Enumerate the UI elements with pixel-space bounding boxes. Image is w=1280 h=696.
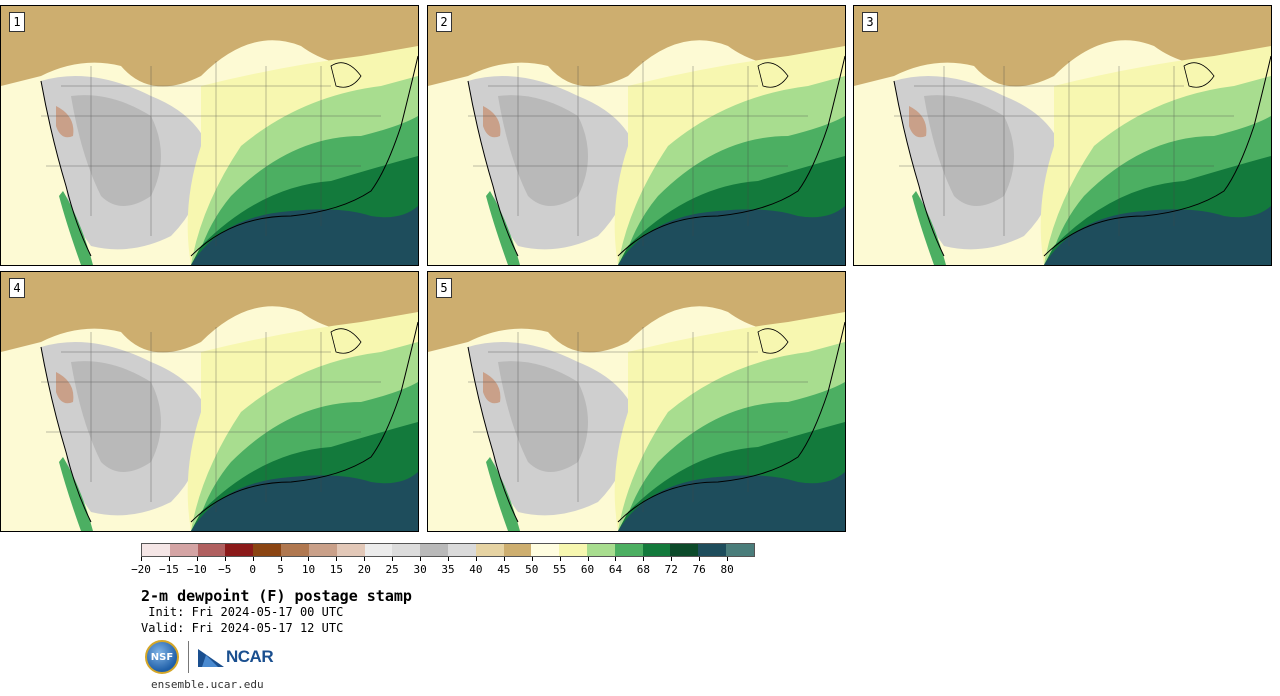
colorbar-tick-label: 25 — [385, 563, 399, 576]
colorbar-tick — [280, 557, 282, 561]
colorbar-tick-label: 55 — [553, 563, 567, 576]
colorbar-swatch — [308, 544, 337, 556]
colorbar-swatch — [670, 544, 699, 556]
panel-number: 1 — [9, 12, 25, 32]
colorbar-tick-label: 68 — [636, 563, 650, 576]
colorbar-tick — [448, 557, 449, 561]
valid-time: Valid: Fri 2024-05-17 12 UTC — [141, 621, 344, 635]
colorbar-swatch — [142, 544, 170, 556]
panel-number: 3 — [862, 12, 878, 32]
colorbar-tick — [308, 557, 310, 561]
colorbar-tick — [336, 557, 338, 561]
colorbar-swatch — [336, 544, 365, 556]
colorbar-tick-label: 35 — [441, 563, 455, 576]
colorbar-tick — [364, 557, 366, 561]
colorbar-swatch — [587, 544, 615, 556]
colorbar-tick — [503, 557, 505, 561]
map-panel-4: 4 — [0, 271, 419, 532]
map-panel-5: 5 — [427, 271, 846, 532]
colorbar-tick-label: 40 — [469, 563, 483, 576]
colorbar-swatch — [420, 544, 448, 556]
colorbar-tick-label: 60 — [580, 563, 595, 576]
colorbar-swatch — [698, 544, 727, 556]
colorbar-swatch — [253, 544, 282, 556]
colorbar-tick-label: 72 — [664, 563, 678, 576]
colorbar-tick-label: 64 — [608, 563, 623, 576]
colorbar-tick-label: 10 — [301, 563, 316, 576]
colorbar-tick — [671, 557, 673, 561]
colorbar-tick — [587, 557, 589, 561]
colorbar-swatch — [447, 544, 476, 556]
panel-number: 2 — [436, 12, 452, 32]
colorbar-tick — [559, 557, 561, 561]
colorbar-tick — [420, 557, 422, 561]
colorbar-tick — [224, 557, 226, 561]
colorbar-tick-label: 20 — [357, 563, 371, 576]
colorbar-swatch — [392, 544, 421, 556]
colorbar-swatch — [197, 544, 226, 556]
dewpoint-map — [854, 6, 1271, 265]
logos: NSF NCAR — [145, 638, 274, 676]
colorbar-tick — [531, 557, 533, 561]
colorbar-tick-label: 0 — [249, 563, 256, 576]
colorbar-tick — [699, 557, 701, 561]
colorbar-tick — [615, 557, 617, 561]
colorbar-swatch — [503, 544, 532, 556]
colorbar-tick — [727, 557, 729, 561]
colorbar-tick-label: −10 — [186, 563, 207, 576]
map-panel-3: 3 — [853, 5, 1272, 266]
ncar-logo-text: NCAR — [226, 647, 274, 666]
colorbar-tick-label: −5 — [218, 563, 232, 576]
colorbar-tick-label: 76 — [692, 563, 706, 576]
colorbar-tick-label: 80 — [720, 563, 734, 576]
ncar-mountain-icon — [198, 649, 224, 667]
colorbar-swatch — [475, 544, 504, 556]
colorbar-tick — [475, 557, 477, 561]
colorbar-tick-label: −20 — [131, 563, 151, 576]
colorbar-tick-label: 30 — [413, 563, 427, 576]
colorbar-swatch — [642, 544, 671, 556]
map-panel-2: 2 — [427, 5, 846, 266]
colorbar-tick-label: −15 — [158, 563, 179, 576]
colorbar-swatch — [364, 544, 393, 556]
colorbar-swatch — [726, 544, 754, 556]
site-url: ensemble.ucar.edu — [151, 678, 264, 691]
init-time: Init: Fri 2024-05-17 00 UTC — [141, 605, 344, 619]
colorbar-tick — [196, 557, 198, 561]
colorbar-swatch — [614, 544, 643, 556]
colorbar-tick-label: 45 — [497, 563, 511, 576]
panel-number: 4 — [9, 278, 25, 298]
colorbar-swatch — [169, 544, 198, 556]
colorbar-tick — [392, 557, 394, 561]
panel-number: 5 — [436, 278, 452, 298]
colorbar-tick — [168, 557, 170, 561]
dewpoint-map — [1, 6, 418, 265]
figure-title: 2-m dewpoint (F) postage stamp — [141, 587, 412, 605]
map-panel-1: 1 — [0, 5, 419, 266]
dewpoint-map — [1, 272, 418, 531]
colorbar-tick — [141, 557, 142, 561]
colorbar-ticks: −20 −15 −10 −5 0 5 10 15 20 25 30 35 40 45 50 55 60 64 68 7… — [131, 557, 755, 577]
dewpoint-map — [428, 272, 845, 531]
logo-divider — [188, 641, 189, 673]
colorbar-swatch — [281, 544, 309, 556]
colorbar-tick — [252, 557, 254, 561]
colorbar-tick-label: 15 — [329, 563, 343, 576]
colorbar — [141, 543, 755, 557]
ncar-logo: NCAR — [198, 647, 274, 667]
dewpoint-map — [428, 6, 845, 265]
colorbar-swatch — [225, 544, 254, 556]
colorbar-swatch — [531, 544, 560, 556]
colorbar-tick — [643, 557, 645, 561]
colorbar-tick-label: 5 — [277, 563, 284, 576]
colorbar-tick-label: 50 — [525, 563, 539, 576]
nsf-logo: NSF — [145, 640, 179, 674]
colorbar-swatch — [559, 544, 587, 556]
